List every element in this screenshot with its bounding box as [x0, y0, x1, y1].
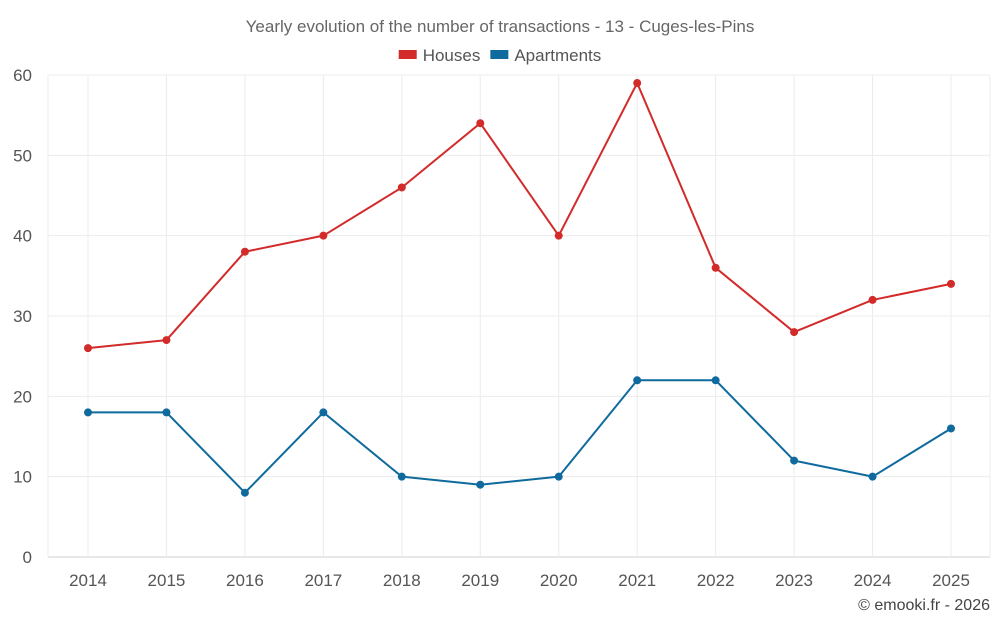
x-tick-label: 2023: [775, 571, 813, 590]
y-tick-label: 50: [13, 146, 32, 165]
legend-item-houses: Houses: [398, 46, 481, 65]
data-point-houses: [162, 336, 171, 345]
series-houses: [84, 79, 955, 353]
x-tick-label: 2018: [383, 571, 421, 590]
y-tick-label: 60: [13, 66, 32, 85]
data-point-houses: [790, 328, 799, 337]
data-point-apartments: [84, 408, 92, 417]
x-tick-label: 2014: [69, 571, 107, 590]
series-line-houses: [87, 82, 952, 350]
y-tick-label: 0: [23, 548, 32, 567]
data-point-houses: [319, 231, 328, 240]
legend-swatch-houses: [398, 50, 417, 59]
y-tick-label: 20: [13, 387, 32, 406]
y-tick-label: 30: [13, 307, 32, 326]
data-point-apartments: [947, 424, 955, 433]
x-tick-label: 2024: [854, 571, 892, 590]
data-point-houses: [240, 247, 249, 256]
series-line-apartments: [88, 379, 952, 494]
data-point-apartments: [476, 480, 485, 489]
series-apartments: [84, 376, 955, 497]
data-point-houses: [711, 263, 720, 272]
data-point-apartments: [397, 472, 406, 481]
x-tick-label: 2016: [226, 571, 264, 590]
data-point-apartments: [319, 408, 328, 417]
data-point-apartments: [240, 488, 249, 497]
legend-swatch-apartments: [490, 50, 509, 59]
data-point-apartments: [790, 456, 799, 465]
series-layer: [84, 79, 955, 497]
y-tick-label: 40: [13, 227, 32, 246]
data-point-apartments: [162, 408, 171, 417]
data-point-houses: [868, 295, 877, 304]
legend-item-apartments: Apartments: [490, 46, 601, 65]
x-axis: 2014 2015 2016 2017 2018 2019 2020 2021 2022 2023…: [69, 571, 970, 590]
data-point-houses: [397, 183, 406, 192]
data-point-houses: [84, 344, 92, 353]
x-tick-label: 2017: [304, 571, 342, 590]
legend-label-houses: Houses: [423, 46, 481, 65]
x-tick-label: 2015: [148, 571, 186, 590]
x-tick-label: 2020: [540, 571, 578, 590]
legend: Houses Apartments: [398, 46, 601, 65]
data-point-houses: [554, 231, 563, 240]
data-point-houses: [476, 119, 485, 128]
legend-label-apartments: Apartments: [514, 46, 601, 65]
y-axis: 0 10 20 30 40 50 60: [13, 66, 32, 567]
data-point-apartments: [711, 376, 720, 385]
x-tick-label: 2025: [932, 571, 970, 590]
data-point-houses: [633, 79, 642, 88]
credit-text: © emooki.fr - 2026: [858, 597, 990, 614]
data-point-houses: [947, 279, 955, 288]
data-point-apartments: [554, 472, 563, 481]
x-tick-label: 2022: [697, 571, 735, 590]
chart-title: Yearly evolution of the number of transa…: [246, 17, 755, 36]
data-point-apartments: [868, 472, 877, 481]
gridlines: [47, 74, 991, 558]
y-tick-label: 10: [13, 468, 32, 487]
x-tick-label: 2021: [618, 571, 656, 590]
data-point-apartments: [633, 376, 642, 385]
x-tick-label: 2019: [461, 571, 499, 590]
